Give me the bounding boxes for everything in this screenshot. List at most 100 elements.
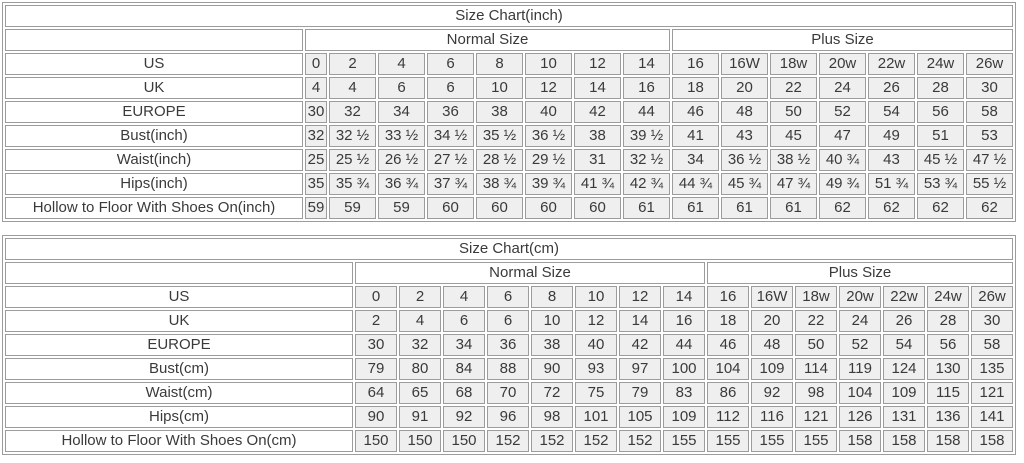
size-value-cell: 115 <box>927 382 969 404</box>
table-title: Size Chart(inch) <box>5 5 1014 27</box>
size-value-cell: 60 <box>574 197 621 219</box>
size-value-cell: 98 <box>531 406 573 428</box>
size-value-cell: 54 <box>883 334 925 356</box>
size-value-cell: 4 <box>443 286 485 308</box>
size-value-cell: 25 <box>305 149 327 171</box>
size-value-cell: 27 ½ <box>427 149 474 171</box>
size-value-cell: 12 <box>575 310 617 332</box>
table-row: Hollow to Floor With Shoes On(cm) 150 150 1… <box>5 430 1014 452</box>
size-value-cell: 62 <box>917 197 964 219</box>
group-header-normal-size: Normal Size <box>305 29 670 51</box>
size-value-cell: 158 <box>839 430 881 452</box>
size-value-cell: 6 <box>427 53 474 75</box>
size-value-cell: 38 <box>574 125 621 147</box>
size-value-cell: 28 <box>917 77 964 99</box>
size-value-cell: 20w <box>839 286 881 308</box>
size-value-cell: 92 <box>751 382 793 404</box>
size-value-cell: 44 ¾ <box>672 173 719 195</box>
size-value-cell: 41 ¾ <box>574 173 621 195</box>
size-value-cell: 22 <box>770 77 817 99</box>
size-value-cell: 48 <box>751 334 793 356</box>
size-value-cell: 14 <box>623 53 670 75</box>
size-value-cell: 152 <box>487 430 529 452</box>
size-value-cell: 109 <box>883 382 925 404</box>
size-value-cell: 18w <box>795 286 837 308</box>
size-value-cell: 104 <box>707 358 749 380</box>
size-value-cell: 121 <box>971 382 1014 404</box>
table-row: Bust(cm) 79 80 84 88 90 93 97 100 104 109 114 119 124… <box>5 358 1014 380</box>
size-value-cell: 155 <box>751 430 793 452</box>
size-value-cell: 26w <box>966 53 1014 75</box>
size-value-cell: 14 <box>619 310 661 332</box>
size-value-cell: 32 <box>329 101 376 123</box>
size-value-cell: 4 <box>329 77 376 99</box>
size-value-cell: 155 <box>663 430 705 452</box>
size-value-cell: 18 <box>672 77 719 99</box>
size-value-cell: 35 ½ <box>476 125 523 147</box>
size-value-cell: 4 <box>378 53 425 75</box>
size-value-cell: 62 <box>868 197 915 219</box>
size-value-cell: 6 <box>443 310 485 332</box>
size-value-cell: 26 <box>883 310 925 332</box>
size-value-cell: 16W <box>721 53 768 75</box>
size-value-cell: 60 <box>476 197 523 219</box>
size-value-cell: 34 <box>672 149 719 171</box>
size-value-cell: 70 <box>487 382 529 404</box>
size-value-cell: 20 <box>751 310 793 332</box>
size-value-cell: 131 <box>883 406 925 428</box>
size-value-cell: 36 ¾ <box>378 173 425 195</box>
size-value-cell: 84 <box>443 358 485 380</box>
size-value-cell: 47 ¾ <box>770 173 817 195</box>
table-row: UK 2 4 6 6 10 12 14 16 18 20 22 24 26 28 30 <box>5 310 1014 332</box>
size-value-cell: 136 <box>927 406 969 428</box>
size-chart-cm-table: Size Chart(cm) Normal Size Plus Size US 0 2 4 6… <box>2 235 1017 455</box>
size-value-cell: 130 <box>927 358 969 380</box>
size-value-cell: 64 <box>355 382 397 404</box>
row-label: UK <box>5 310 353 332</box>
size-value-cell: 121 <box>795 406 837 428</box>
size-value-cell: 59 <box>305 197 327 219</box>
size-value-cell: 24w <box>927 286 969 308</box>
size-value-cell: 46 <box>672 101 719 123</box>
size-value-cell: 32 ½ <box>623 149 670 171</box>
size-value-cell: 38 <box>531 334 573 356</box>
size-value-cell: 6 <box>487 310 529 332</box>
size-value-cell: 45 ½ <box>917 149 964 171</box>
size-value-cell: 155 <box>707 430 749 452</box>
group-header-row: Normal Size Plus Size <box>5 262 1014 284</box>
size-value-cell: 6 <box>487 286 529 308</box>
row-label: Hips(inch) <box>5 173 303 195</box>
size-value-cell: 24w <box>917 53 964 75</box>
size-value-cell: 105 <box>619 406 661 428</box>
size-value-cell: 152 <box>575 430 617 452</box>
size-value-cell: 47 <box>819 125 866 147</box>
row-label: Hips(cm) <box>5 406 353 428</box>
size-value-cell: 59 <box>329 197 376 219</box>
size-value-cell: 43 <box>721 125 768 147</box>
table-row: US 0 2 4 6 8 10 12 14 16 16W 18w 20w 22w 24w 26w <box>5 53 1014 75</box>
size-value-cell: 158 <box>971 430 1014 452</box>
size-value-cell: 36 <box>487 334 529 356</box>
size-value-cell: 62 <box>819 197 866 219</box>
size-value-cell: 65 <box>399 382 441 404</box>
size-value-cell: 52 <box>839 334 881 356</box>
size-value-cell: 88 <box>487 358 529 380</box>
size-value-cell: 56 <box>927 334 969 356</box>
size-value-cell: 90 <box>531 358 573 380</box>
row-label: Waist(inch) <box>5 149 303 171</box>
size-value-cell: 51 ¾ <box>868 173 915 195</box>
size-value-cell: 126 <box>839 406 881 428</box>
group-header-normal-size: Normal Size <box>355 262 705 284</box>
table-row: US 0 2 4 6 8 10 12 14 16 16W 18w 20w 22w 24w 26w <box>5 286 1014 308</box>
size-value-cell: 152 <box>531 430 573 452</box>
group-header-empty <box>5 262 353 284</box>
size-value-cell: 16W <box>751 286 793 308</box>
size-value-cell: 104 <box>839 382 881 404</box>
group-header-empty <box>5 29 303 51</box>
size-value-cell: 36 ½ <box>525 125 572 147</box>
size-value-cell: 48 <box>721 101 768 123</box>
size-value-cell: 90 <box>355 406 397 428</box>
size-value-cell: 31 <box>574 149 621 171</box>
table-row: UK 4 4 6 6 10 12 14 16 18 20 22 24 26 28 30 <box>5 77 1014 99</box>
